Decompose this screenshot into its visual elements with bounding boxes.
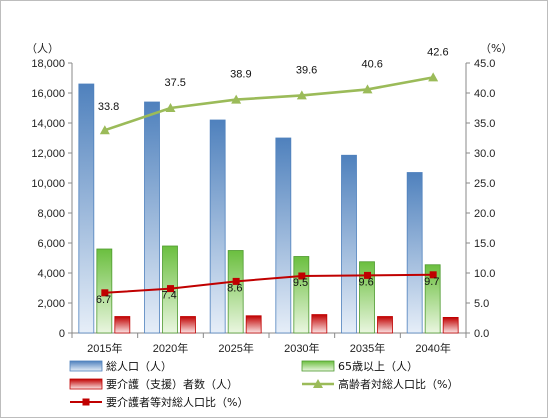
point-marker xyxy=(364,271,371,279)
legend-label: 高齢者対総人口比（%） xyxy=(338,377,458,391)
right-tick-label: 15.0 xyxy=(474,238,495,250)
legend-marker xyxy=(82,398,90,406)
right-tick-label: 45.0 xyxy=(474,58,495,70)
data-label: 37.5 xyxy=(165,77,186,89)
bar xyxy=(144,101,160,334)
bar xyxy=(359,261,375,334)
point-marker xyxy=(296,90,307,100)
bar xyxy=(341,154,357,334)
legend: 総人口（人） 65歳以上（人） 要介護（支援）者数（人） 高齢者対総人口比（%） 要介護… xyxy=(69,359,458,409)
data-label: 7.4 xyxy=(162,290,177,302)
legend-label: 総人口（人） xyxy=(106,359,172,373)
bar xyxy=(442,316,459,334)
legend-swatch xyxy=(301,360,335,372)
bar xyxy=(245,315,262,334)
point-marker xyxy=(298,272,306,280)
right-tick-label: 0.0 xyxy=(474,328,489,340)
point-marker xyxy=(428,72,439,82)
bar xyxy=(275,137,292,334)
left-tick-label: 16,000 xyxy=(31,88,65,100)
point-marker xyxy=(429,271,437,279)
right-tick-label: 35.0 xyxy=(474,118,495,130)
x-tick-label: 2040年 xyxy=(415,341,450,355)
left-tick-label: 12,000 xyxy=(31,148,65,160)
legend-label: 要介護者等対総人口比（%） xyxy=(106,395,248,409)
point-marker xyxy=(167,285,174,293)
right-axis-unit: （%） xyxy=(480,42,512,55)
right-tick-label: 10.0 xyxy=(474,268,495,280)
bar xyxy=(227,250,244,334)
point-marker xyxy=(231,94,242,104)
right-tick-label: 20.0 xyxy=(474,208,495,220)
left-tick-label: 8,000 xyxy=(37,208,65,220)
bar xyxy=(78,83,95,334)
left-axis-unit: （人） xyxy=(26,42,59,55)
legend-label: 要介護（支援）者数（人） xyxy=(106,377,238,391)
point-marker xyxy=(232,277,240,285)
point-marker xyxy=(362,84,373,94)
right-tick-label: 30.0 xyxy=(474,148,495,160)
data-label: 39.6 xyxy=(296,64,317,76)
left-tick-label: 10,000 xyxy=(31,178,65,190)
x-tick-label: 2015年 xyxy=(87,341,122,355)
data-label: 9.7 xyxy=(424,276,439,288)
point-marker xyxy=(101,289,109,297)
data-label: 40.6 xyxy=(362,58,383,70)
data-label: 38.9 xyxy=(230,69,251,81)
bar xyxy=(293,256,310,334)
data-label: 33.8 xyxy=(98,101,119,113)
right-tick-label: 5.0 xyxy=(474,298,489,310)
left-tick-label: 6,000 xyxy=(37,238,65,250)
bar xyxy=(377,316,393,334)
right-tick-label: 25.0 xyxy=(474,178,495,190)
left-tick-label: 4,000 xyxy=(37,268,65,280)
legend-label: 65歳以上（人） xyxy=(338,360,418,373)
left-tick-label: 18,000 xyxy=(31,58,65,70)
bar xyxy=(180,316,196,334)
bar xyxy=(311,314,328,334)
data-label: 8.6 xyxy=(227,282,242,294)
x-tick-label: 2020年 xyxy=(153,341,188,355)
point-marker xyxy=(99,125,110,135)
right-tick-label: 40.0 xyxy=(474,88,495,100)
data-label: 9.5 xyxy=(293,277,308,289)
legend-swatch xyxy=(69,360,103,372)
bar xyxy=(209,119,226,334)
bar xyxy=(114,316,131,334)
bar xyxy=(424,264,441,334)
data-label: 6.7 xyxy=(96,294,111,306)
left-tick-label: 2,000 xyxy=(37,298,65,310)
left-tick-label: 14,000 xyxy=(31,118,65,130)
plot-layer: 0 2,000 4,000 6,000 8,000 10,000 12,000 14,000 1… xyxy=(31,46,495,355)
data-label: 9.6 xyxy=(359,276,374,288)
x-tick-label: 2035年 xyxy=(350,341,385,355)
point-marker xyxy=(165,103,176,112)
legend-swatch xyxy=(69,378,103,390)
legend-marker xyxy=(313,379,323,388)
x-tick-label: 2030年 xyxy=(284,341,319,355)
bar xyxy=(406,172,423,334)
series-line xyxy=(104,76,434,132)
series-line xyxy=(104,273,434,294)
data-label: 42.6 xyxy=(427,46,448,58)
left-tick-label: 0 xyxy=(59,328,65,340)
x-tick-label: 2025年 xyxy=(218,341,253,355)
